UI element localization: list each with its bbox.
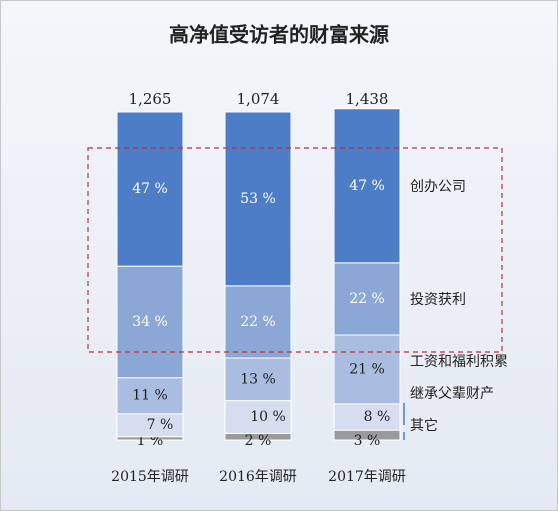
x-tick-label: 2017年调研 bbox=[328, 469, 406, 485]
highlight-box bbox=[87, 147, 503, 353]
bar-segment bbox=[116, 111, 184, 267]
bar-segment bbox=[333, 403, 401, 431]
value-label: 21 % bbox=[349, 361, 385, 377]
legend-label: 其它 bbox=[410, 417, 438, 434]
bar-segment bbox=[116, 377, 184, 415]
value-label: 53 % bbox=[240, 191, 276, 207]
value-label: 3 % bbox=[354, 433, 381, 449]
value-label: 11 % bbox=[132, 388, 168, 404]
total-label: 1,438 bbox=[346, 90, 389, 108]
legend-label: 投资获利 bbox=[410, 292, 466, 308]
x-tick-label: 2015年调研 bbox=[111, 469, 189, 485]
value-label: 22 % bbox=[349, 291, 385, 307]
value-label: 34 % bbox=[132, 314, 168, 330]
total-label: 1,074 bbox=[237, 90, 280, 108]
legend-label: 工资和福利积累 bbox=[410, 354, 508, 370]
value-label: 7 % bbox=[147, 417, 174, 433]
value-label: 13 % bbox=[240, 371, 276, 387]
legend-label: 继承父辈财产 bbox=[410, 386, 494, 402]
legend-label: 创办公司 bbox=[410, 179, 466, 195]
value-label: 2 % bbox=[245, 433, 272, 449]
value-label: 47 % bbox=[132, 181, 168, 197]
chart-title: 高净值受访者的财富来源 bbox=[169, 23, 389, 47]
total-label: 1,265 bbox=[129, 90, 172, 108]
bar-segment bbox=[224, 111, 292, 287]
bar-segment bbox=[224, 400, 292, 434]
value-label: 8 % bbox=[364, 409, 391, 425]
value-label: 47 % bbox=[349, 178, 385, 194]
value-label: 10 % bbox=[250, 409, 286, 425]
bar-segment bbox=[333, 334, 401, 405]
bar-segment bbox=[116, 265, 184, 379]
value-label: 22 % bbox=[240, 314, 276, 330]
bar-segment bbox=[333, 108, 401, 264]
x-tick-label: 2016年调研 bbox=[219, 469, 297, 485]
bar-segment bbox=[333, 262, 401, 336]
